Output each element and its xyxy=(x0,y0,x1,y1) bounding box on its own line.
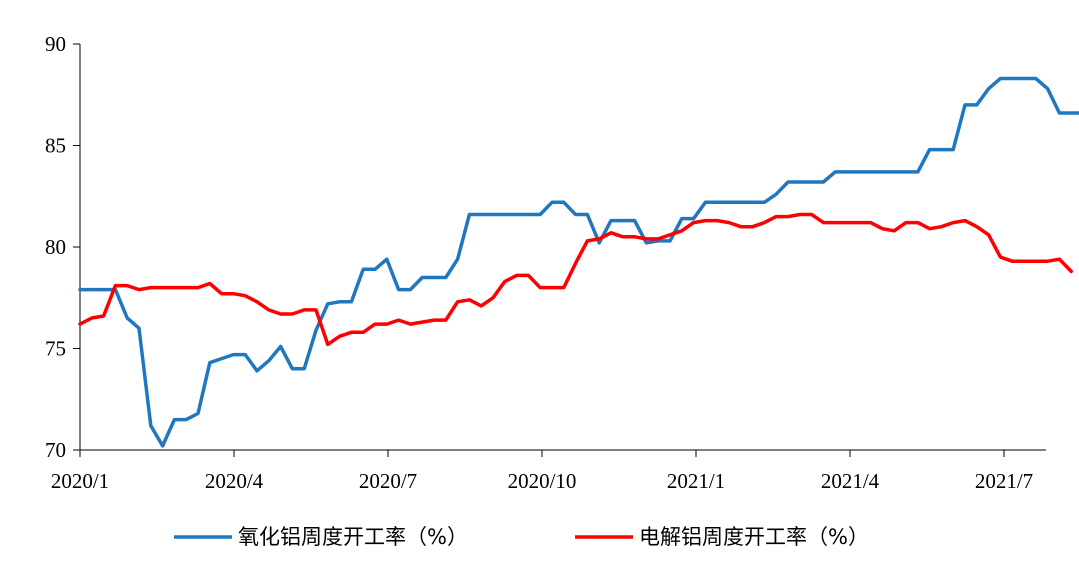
legend-label-2: 电解铝周度开工率（%） xyxy=(639,525,869,549)
series-line-2 xyxy=(78,212,1073,347)
x-tick-label: 2020/7 xyxy=(359,469,417,493)
y-tick-label: 85 xyxy=(45,134,66,158)
x-tick-label: 2020/1 xyxy=(51,469,109,493)
x-tick-label: 2020/4 xyxy=(205,469,264,493)
x-tick-label: 2021/4 xyxy=(821,469,880,493)
y-tick-label: 80 xyxy=(45,235,66,259)
legend: 氧化铝周度开工率（%） 电解铝周度开工率（%） xyxy=(174,525,869,549)
series-layer xyxy=(78,76,1079,448)
x-tick-label: 2021/7 xyxy=(975,469,1033,493)
y-tick-label: 75 xyxy=(45,337,66,361)
y-tick-label: 70 xyxy=(45,438,66,462)
legend-label-1: 氧化铝周度开工率（%） xyxy=(238,525,468,549)
x-tick-label: 2020/10 xyxy=(508,469,577,493)
series-line-1 xyxy=(78,76,1079,448)
x-tick-label: 2021/1 xyxy=(667,469,725,493)
y-tick-label: 90 xyxy=(45,32,66,56)
axes: 70 75 80 85 90 2020/1 2020/4 2020/7 2020/10 2021/… xyxy=(45,32,1046,493)
